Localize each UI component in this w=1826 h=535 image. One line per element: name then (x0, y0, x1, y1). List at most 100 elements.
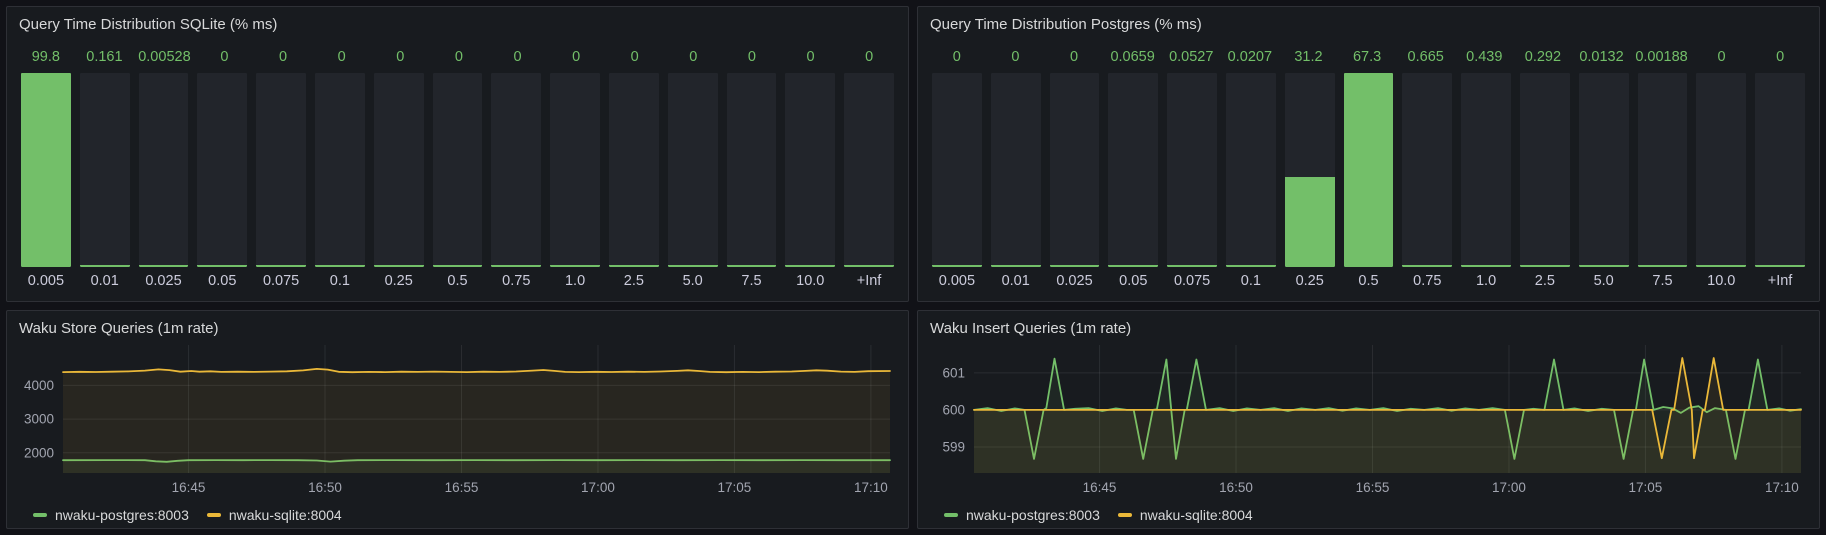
bar-0.01[interactable] (990, 73, 1041, 267)
bar-value-0.075: 0 (279, 49, 288, 65)
insert-queries-legend: nwaku-postgres:8003 nwaku-sqlite:8004 (928, 504, 1809, 526)
bar-0.1[interactable] (1225, 73, 1276, 267)
ytick-600: 600 (942, 402, 965, 417)
bucket-label-7.5: 7.5 (741, 273, 762, 289)
bar-0.1[interactable] (314, 73, 365, 267)
bar-value-0.075: 0.0527 (1169, 49, 1214, 65)
xtick-17:05: 17:05 (1629, 480, 1663, 495)
bar-0.5[interactable] (432, 73, 483, 267)
bar-value-0.01: 0 (1011, 49, 1020, 65)
bucket-label-5.0: 5.0 (1593, 273, 1614, 289)
panel-title-insert-queries[interactable]: Waku Insert Queries (1m rate) (930, 320, 1132, 337)
bucket-label-0.005: 0.005 (27, 273, 65, 289)
bar-+Inf[interactable] (844, 73, 894, 267)
legend-item-nwaku-postgres:8003[interactable]: nwaku-postgres:8003 (33, 507, 189, 523)
bar-fill-0.25 (373, 265, 424, 267)
bar-fill-0.025 (138, 265, 189, 267)
bar-0.075[interactable] (1167, 73, 1217, 267)
panel-title-store-queries[interactable]: Waku Store Queries (1m rate) (19, 320, 219, 337)
histogram-values-row: 99.8 0.161 0.00528 0 0 0 0 0 0 0 0 0 0 0 0 (21, 47, 894, 67)
bar-2.5[interactable] (608, 73, 659, 267)
bucket-label-7.5: 7.5 (1652, 273, 1673, 289)
bucket-label-0.075: 0.075 (262, 273, 300, 289)
xtick-17:00: 17:00 (1492, 480, 1526, 495)
bar-fill-0.005 (21, 73, 71, 267)
bar-0.075[interactable] (256, 73, 306, 267)
bar-value-0.025: 0.00528 (138, 49, 191, 65)
bar-fill-2.5 (608, 265, 659, 267)
legend-item-nwaku-postgres:8003[interactable]: nwaku-postgres:8003 (944, 507, 1100, 523)
bar-value-0.005: 99.8 (31, 49, 60, 65)
legend-item-nwaku-sqlite:8004[interactable]: nwaku-sqlite:8004 (1117, 507, 1253, 523)
timeseries-svg[interactable]: 2000 3000 4000 16:45 16:50 16:55 17:00 17:05 17:… (17, 339, 898, 499)
bar-fill-7.5 (726, 265, 777, 267)
bucket-label-0.005: 0.005 (938, 273, 976, 289)
bar-fill-0.1 (314, 265, 365, 267)
bar-fill-+Inf (844, 265, 894, 267)
sqlite-histogram[interactable]: 99.8 0.161 0.00528 0 0 0 0 0 0 0 0 0 0 0 0 0.005 0.01 0.0… (17, 35, 898, 295)
bar-1.0[interactable] (1461, 73, 1511, 267)
bar-value-0.05: 0 (220, 49, 229, 65)
bar-0.25[interactable] (1284, 73, 1335, 267)
bar-fill-0.75 (491, 265, 542, 267)
panel-title-postgres-histogram[interactable]: Query Time Distribution Postgres (% ms) (930, 16, 1202, 33)
legend-swatch-icon (206, 512, 221, 518)
bar-0.01[interactable] (79, 73, 130, 267)
bar-value-0.01: 0.161 (86, 49, 123, 65)
bar-0.05[interactable] (197, 73, 248, 267)
bar-10.0[interactable] (1696, 73, 1747, 267)
postgres-histogram[interactable]: 0 0 0 0.0659 0.0527 0.0207 31.2 67.3 0.665 0.439 0… (928, 35, 1809, 295)
bar-+Inf[interactable] (1755, 73, 1805, 267)
bar-fill-0.01 (79, 265, 130, 267)
bar-fill-0.05 (1108, 265, 1159, 267)
series-fill-nwaku-postgres:8003 (974, 358, 1801, 473)
bar-5.0[interactable] (1578, 73, 1629, 267)
bar-fill-5.0 (1578, 265, 1629, 267)
bar-0.25[interactable] (373, 73, 424, 267)
legend-label: nwaku-postgres:8003 (966, 507, 1100, 523)
bar-fill-+Inf (1755, 265, 1805, 267)
bar-0.05[interactable] (1108, 73, 1159, 267)
series-line-nwaku-sqlite:8004 (62, 367, 891, 374)
bar-0.75[interactable] (491, 73, 542, 267)
bar-value-5.0: 0.0132 (1579, 49, 1624, 65)
xtick-17:00: 17:00 (581, 480, 615, 495)
bar-5.0[interactable] (667, 73, 718, 267)
bar-value-0.5: 67.3 (1352, 49, 1382, 65)
timeseries-svg[interactable]: 599 600 601 16:45 16:50 16:55 17:00 17:05 17:10 (928, 339, 1809, 499)
bar-0.025[interactable] (1049, 73, 1100, 267)
ytick-599: 599 (942, 440, 965, 455)
store-queries-plot[interactable]: 2000 3000 4000 16:45 16:50 16:55 17:00 17:05 17:… (17, 339, 898, 504)
bucket-label-0.01: 0.01 (90, 273, 119, 289)
bar-2.5[interactable] (1519, 73, 1570, 267)
bar-0.005[interactable] (932, 73, 982, 267)
legend-label: nwaku-postgres:8003 (55, 507, 189, 523)
panel-waku-store-queries: Waku Store Queries (1m rate) 2000 3000 400… (6, 310, 909, 529)
insert-queries-plot[interactable]: 599 600 601 16:45 16:50 16:55 17:00 17:05 17:10 (928, 339, 1809, 504)
bar-0.75[interactable] (1402, 73, 1453, 267)
bar-1.0[interactable] (550, 73, 600, 267)
xtick-16:55: 16:55 (445, 480, 479, 495)
bucket-label-0.01: 0.01 (1001, 273, 1030, 289)
panel-title-sqlite-histogram[interactable]: Query Time Distribution SQLite (% ms) (19, 16, 278, 33)
insert-queries-chart-body: 599 600 601 16:45 16:50 16:55 17:00 17:05 17:10 … (928, 339, 1809, 526)
bar-value-1.0: 0.439 (1466, 49, 1503, 65)
bucket-label-+Inf: +Inf (1767, 273, 1793, 289)
bar-0.005[interactable] (21, 73, 71, 267)
bar-10.0[interactable] (785, 73, 836, 267)
store-queries-chart-body: 2000 3000 4000 16:45 16:50 16:55 17:00 17:05 17:… (17, 339, 898, 526)
bar-0.025[interactable] (138, 73, 189, 267)
bar-fill-0.075 (1167, 265, 1217, 267)
xtick-17:10: 17:10 (1765, 480, 1799, 495)
bar-value-0.025: 0 (1069, 49, 1079, 65)
bar-fill-2.5 (1519, 265, 1570, 267)
bar-7.5[interactable] (726, 73, 777, 267)
bar-value-10.0: 0 (1717, 49, 1726, 65)
panel-query-time-distribution-sqlite: Query Time Distribution SQLite (% ms) 99… (6, 6, 909, 302)
bar-0.5[interactable] (1343, 73, 1394, 267)
bar-7.5[interactable] (1637, 73, 1688, 267)
series-line-nwaku-sqlite:8004 (973, 357, 1802, 460)
legend-item-nwaku-sqlite:8004[interactable]: nwaku-sqlite:8004 (206, 507, 342, 523)
series-fill-nwaku-sqlite:8004 (974, 358, 1801, 473)
bucket-label-0.1: 0.1 (1240, 273, 1261, 289)
